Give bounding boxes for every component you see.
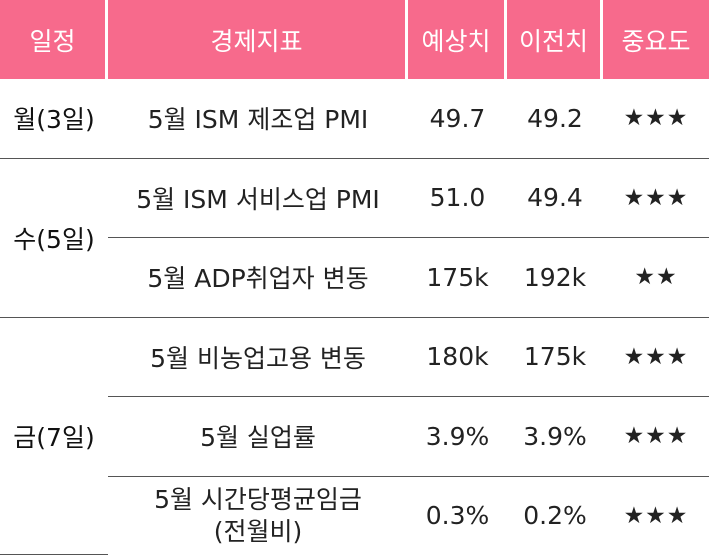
previous-cell: 0.2%	[523, 501, 587, 531]
forecast-cell: 3.9%	[408, 397, 507, 477]
indicator-cell: 5월 시간당평균임금 (전월비)	[108, 477, 408, 555]
indicator-cell: 5월 비농업고용 변동	[108, 318, 408, 397]
header-date: 일정	[0, 0, 108, 79]
table-row: 5월 실업률 3.9% 3.9% ★★★	[0, 397, 709, 477]
importance-stars: ★★★	[603, 318, 709, 397]
forecast-cell: 0.3%	[425, 501, 490, 531]
importance-stars: ★★★	[603, 397, 709, 477]
table-row: 금(7일) 5월 비농업고용 변동 180k 175k ★★★	[0, 318, 709, 555]
indicator-line-2: (전월비)	[213, 516, 303, 546]
indicator-cell: 5월 실업률	[108, 397, 408, 477]
table-row: 5월 시간당평균임금 (전월비) 0.3% 0.2% ★★★	[0, 477, 709, 555]
header-indicator: 경제지표	[108, 0, 408, 79]
day-cell-friday: 금(7일)	[0, 318, 108, 555]
header-importance: 중요도	[603, 0, 709, 79]
table-row: 월(3일) 5월 ISM 제조업 PMI 49.7 49.2 ★★★	[0, 79, 709, 159]
indicator-cell: 5월 ADP취업자 변동	[108, 238, 408, 318]
previous-cell: 49.4	[507, 159, 603, 238]
day-cell-monday: 월(3일)	[0, 79, 108, 159]
importance-stars: ★★	[603, 238, 709, 318]
importance-stars: ★★★	[603, 159, 709, 238]
header-previous: 이전치	[507, 0, 603, 79]
forecast-cell: 175k	[408, 238, 507, 318]
importance-stars: ★★★	[623, 502, 689, 529]
previous-cell: 192k	[507, 238, 603, 318]
previous-cell: 175k	[507, 318, 603, 397]
table-row: 수(5일) 5월 ISM 서비스업 PMI 51.0 49.4 ★★★	[0, 159, 709, 318]
table-header-row: 일정 경제지표 예상치 이전치 중요도	[0, 0, 709, 79]
previous-cell: 3.9%	[507, 397, 603, 477]
forecast-cell: 180k	[408, 318, 507, 397]
forecast-cell: 49.7	[408, 79, 507, 159]
previous-cell: 49.2	[507, 79, 603, 159]
indicator-cell: 5월 ISM 서비스업 PMI	[108, 159, 408, 238]
indicator-cell: 5월 ISM 제조업 PMI	[108, 79, 408, 159]
importance-stars: ★★★	[603, 79, 709, 159]
indicator-line-1: 5월 시간당평균임금	[154, 484, 362, 514]
table-row: 5월 ADP취업자 변동 175k 192k ★★	[0, 238, 709, 318]
header-forecast: 예상치	[408, 0, 507, 79]
forecast-cell: 51.0	[408, 159, 507, 238]
day-cell-wednesday: 수(5일)	[0, 159, 108, 318]
